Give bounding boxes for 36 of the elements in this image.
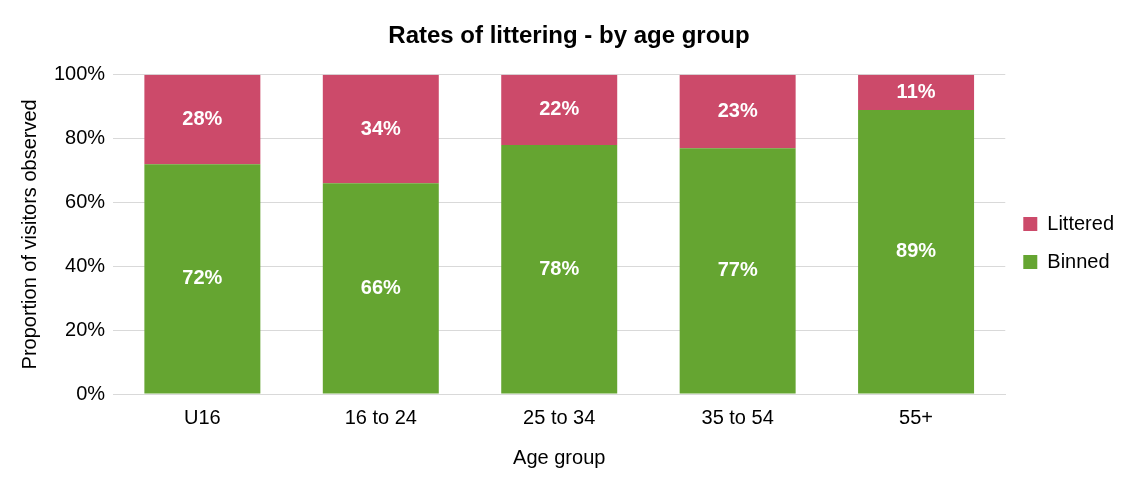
y-tick-label: 0% [76, 381, 106, 404]
legend-label: Littered [1047, 211, 1115, 234]
y-tick-label: 100% [54, 62, 106, 85]
bar [858, 109, 975, 394]
x-tick-label: 35 to 54 [701, 405, 774, 428]
y-axis-title: Proportion of visitors observed [17, 99, 40, 370]
data-label: 22% [539, 97, 580, 120]
x-axis-title: Age group [513, 445, 606, 468]
chart-title: Rates of littering - by age group [388, 21, 750, 49]
bar [322, 74, 439, 184]
data-label: 89% [896, 239, 937, 262]
data-label: 72% [182, 266, 223, 289]
legend-label: Binned [1047, 249, 1110, 272]
bar [144, 74, 261, 165]
data-label: 78% [539, 256, 580, 279]
bar [144, 164, 261, 394]
y-tick-label: 80% [65, 126, 106, 149]
bar [679, 148, 796, 394]
bar [501, 74, 618, 146]
data-label: 23% [717, 99, 758, 122]
bar [858, 74, 975, 110]
data-label: 34% [360, 116, 402, 139]
x-tick-label: 55+ [899, 405, 934, 428]
y-tick-label: 20% [65, 317, 106, 340]
bar [322, 183, 439, 394]
bar [501, 145, 618, 394]
data-label: 11% [896, 79, 936, 102]
x-tick-label: U16 [184, 405, 221, 428]
y-tick-label: 60% [65, 190, 106, 212]
data-label: 77% [717, 258, 758, 281]
data-label: 66% [360, 275, 402, 298]
data-label: 28% [182, 107, 223, 129]
x-tick-label: 25 to 34 [523, 405, 596, 428]
y-tick-label: 40% [65, 253, 106, 276]
x-tick-label: 16 to 24 [344, 405, 417, 428]
bar [679, 74, 796, 149]
